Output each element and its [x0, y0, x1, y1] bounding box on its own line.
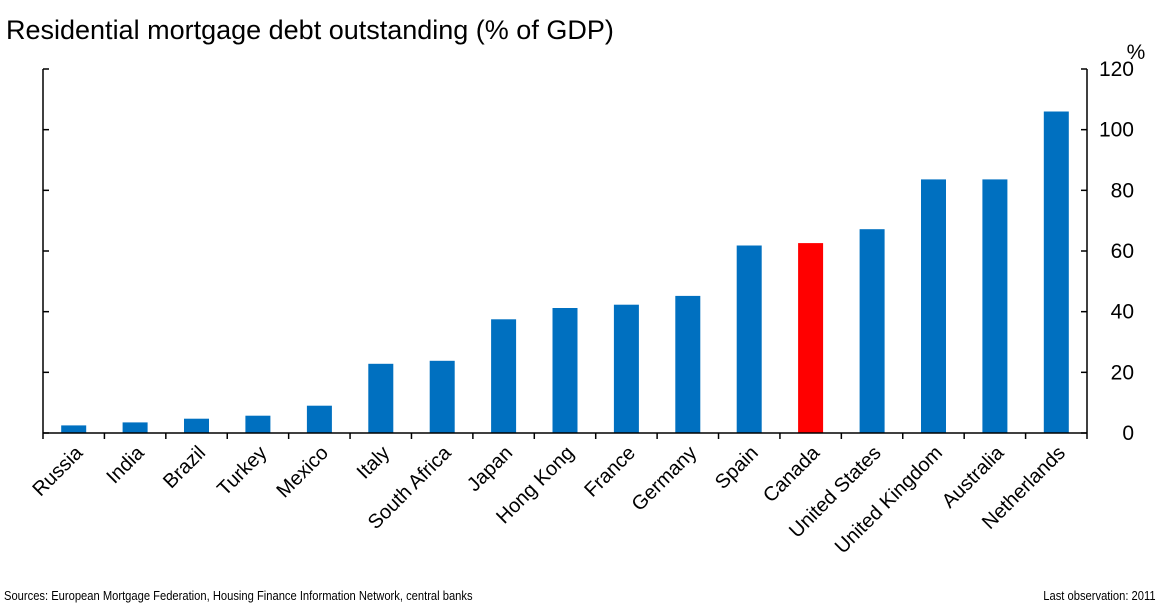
bar-turkey	[245, 415, 271, 433]
bar-spain	[736, 245, 762, 433]
y-tick-label: 80	[1111, 179, 1134, 202]
x-label-mexico: Mexico	[273, 442, 333, 502]
y-tick-label: 60	[1111, 240, 1134, 263]
chart-title: Residential mortgage debt outstanding (%…	[6, 15, 614, 45]
x-label-italy: Italy	[353, 442, 394, 483]
x-label-spain: Spain	[711, 442, 763, 494]
x-category-labels: Russia India Brazil Turkey Mexico ItalySouth …	[28, 441, 1069, 558]
x-label-germany: Germany	[628, 442, 702, 516]
x-label-france: France	[580, 442, 640, 502]
bar-canada	[798, 243, 824, 433]
y-tick-label: 20	[1111, 361, 1134, 384]
bar-hong-kong	[552, 308, 578, 433]
axes-group	[42, 68, 1088, 439]
last-observation-note: Last observation: 2011	[1043, 588, 1156, 603]
bar-germany	[675, 295, 701, 433]
bar-south-africa	[429, 360, 455, 433]
y-tick-label: 0	[1122, 422, 1134, 445]
bar-mexico	[306, 405, 332, 433]
bar-india	[122, 422, 148, 433]
bars-group	[61, 111, 1069, 434]
x-label-india: India	[102, 441, 149, 488]
bar-japan	[491, 319, 517, 434]
x-label-turkey: Turkey	[213, 442, 271, 500]
bar-brazil	[184, 418, 209, 433]
y-tick-label: 100	[1099, 119, 1134, 142]
x-label-japan: Japan	[463, 442, 517, 496]
y-axis-unit-label: %	[1127, 41, 1146, 64]
bar-italy	[368, 363, 394, 433]
bar-united-states	[859, 229, 885, 433]
bar-united-kingdom	[921, 179, 946, 433]
y-tick-label: 40	[1111, 301, 1134, 324]
bar-australia	[982, 179, 1008, 433]
y-tick-label: 120	[1099, 58, 1134, 81]
x-label-brazil: Brazil	[159, 442, 210, 493]
bar-france	[613, 304, 639, 433]
bar-netherlands	[1043, 111, 1069, 433]
x-label-russia: Russia	[28, 441, 87, 500]
source-note: Sources: European Mortgage Federation, H…	[4, 588, 473, 603]
y-tick-labels: 0 20 40 60 80 100 120	[1099, 58, 1134, 445]
x-label-united-kingdom: United Kingdom	[831, 442, 947, 558]
bar-russia	[61, 425, 87, 433]
